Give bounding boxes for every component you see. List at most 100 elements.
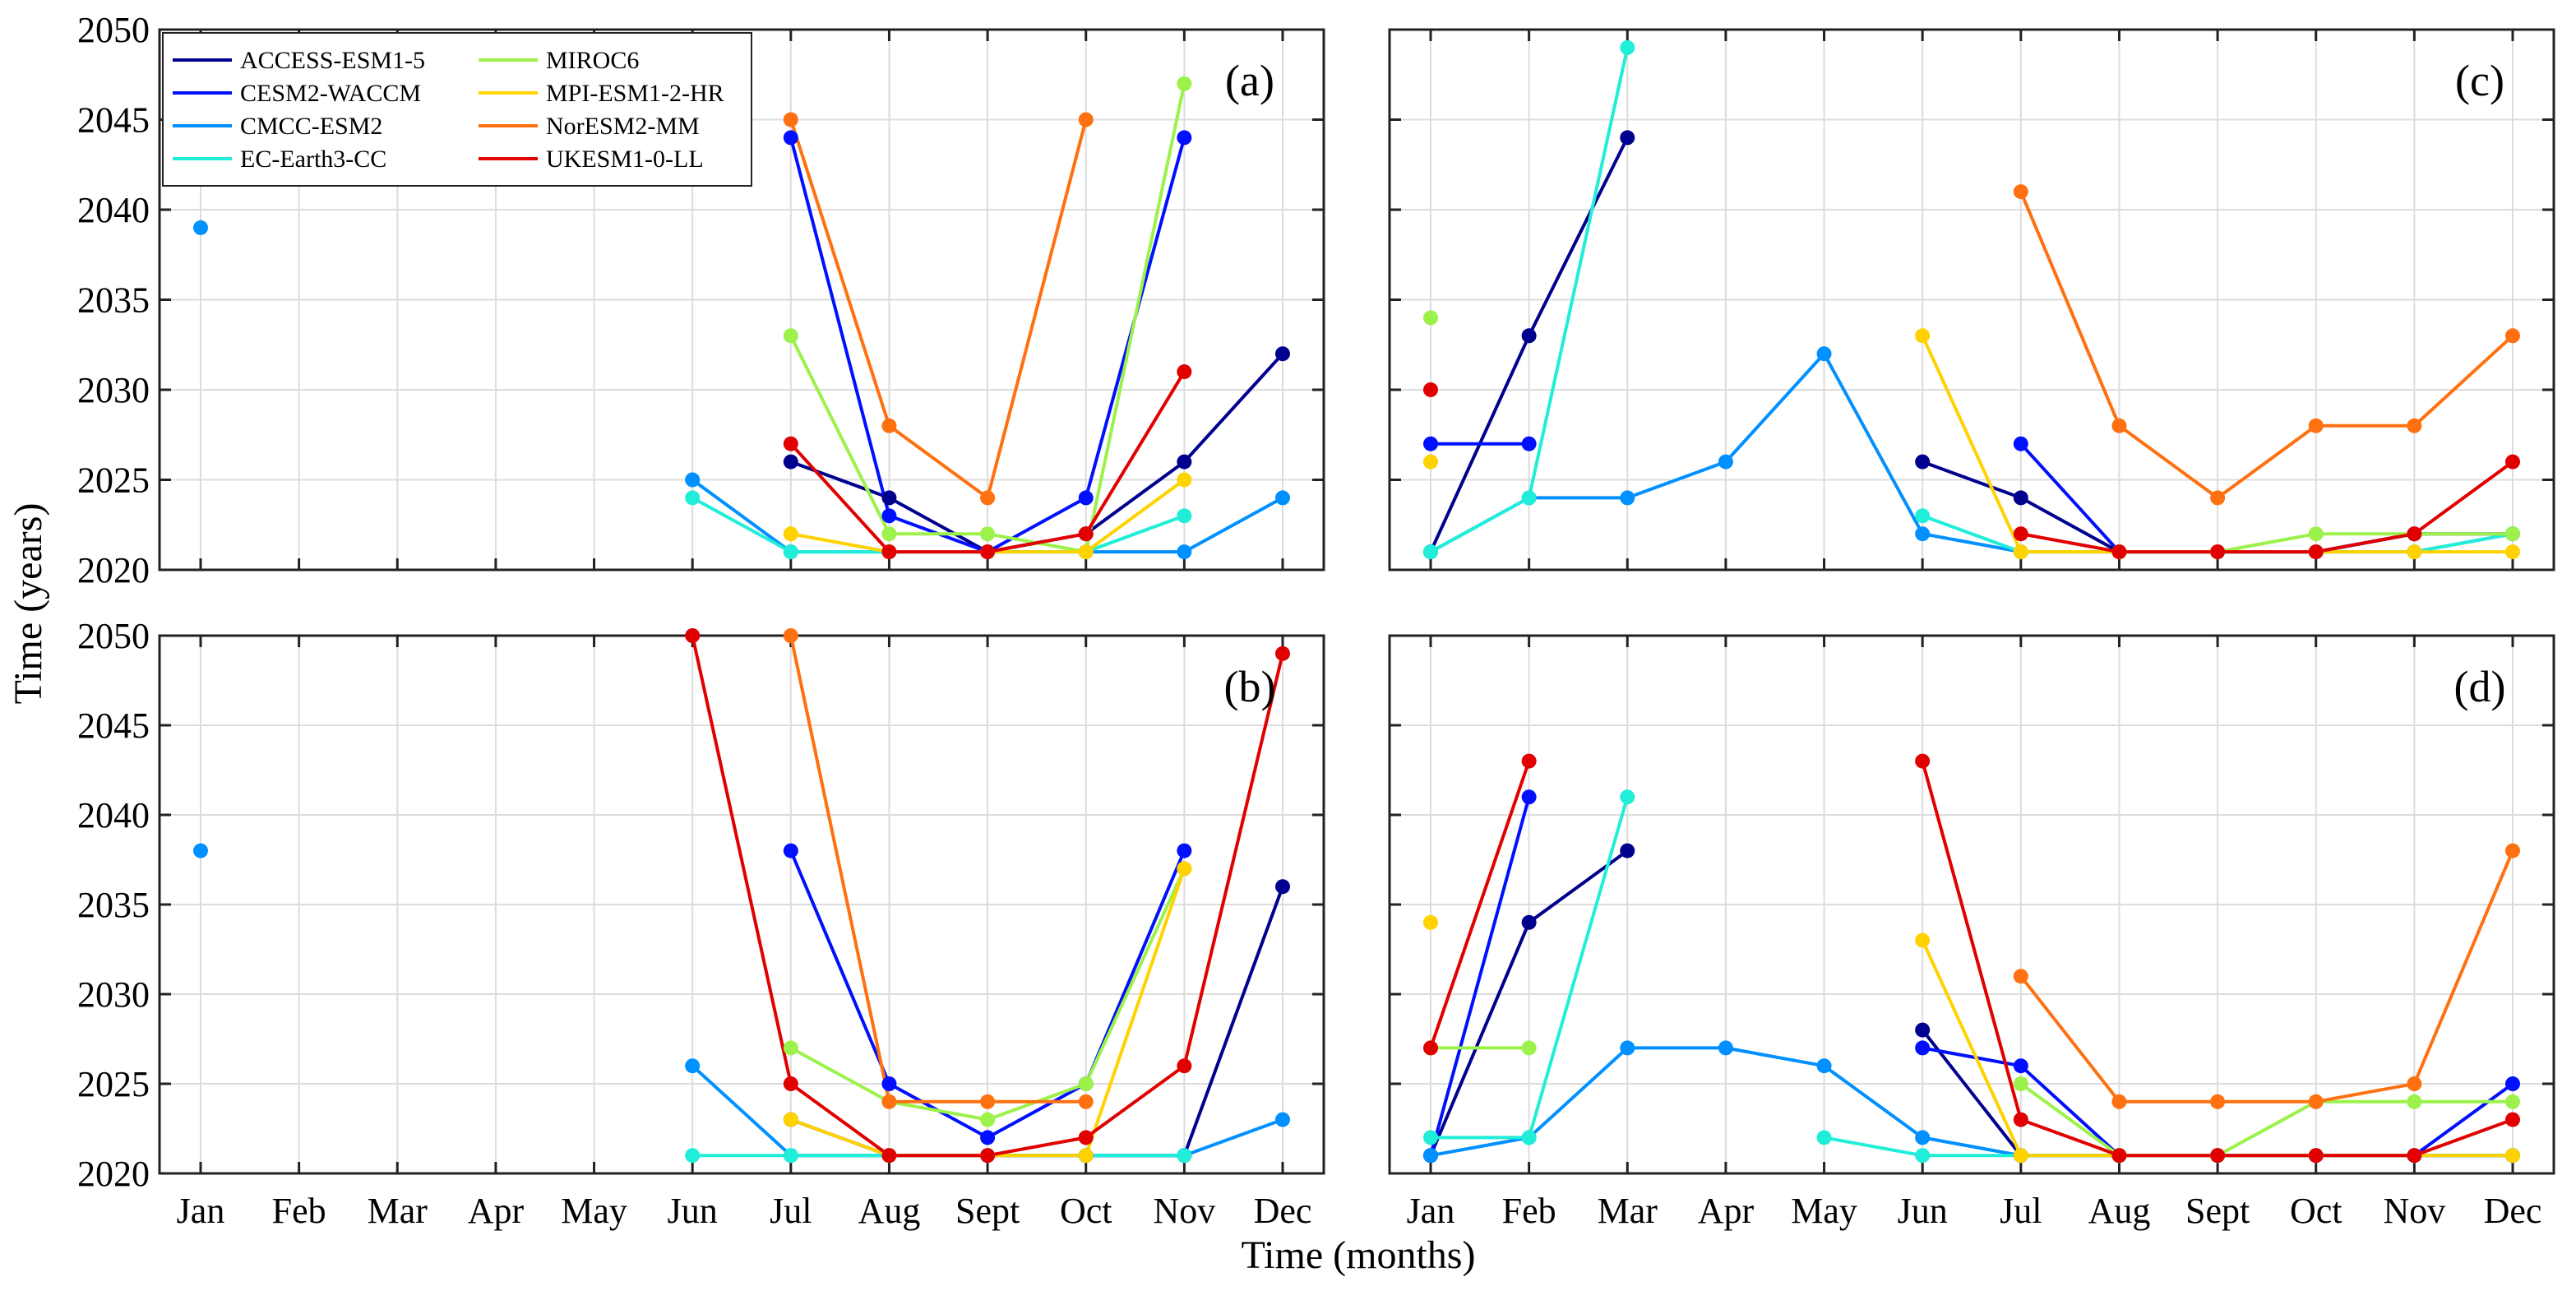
series-ec-earth3-cc-point [1423,1130,1438,1145]
series-cesm2-waccm-point [2013,436,2028,451]
series-miroc6-point [1078,1076,1094,1091]
panel-b: 2020 2025 2030 2035 2040 2045 2050 Jan Feb Mar Apr… [77,616,1325,1231]
series-ec-earth3-cc-point [685,490,701,506]
x-tick-label: Dec [1254,1191,1312,1231]
legend-label: MIROC6 [546,47,639,74]
x-tick-label: Oct [1060,1191,1112,1231]
series-ukesm1-0-ll-point [1177,1058,1192,1074]
series-noresm2-mm-point [1078,1094,1094,1109]
series-noresm2-mm-point [881,418,897,433]
series-noresm2-mm-line [2019,849,2514,1104]
series-miroc6-point [980,1112,996,1127]
series-mpi-esm1-2-hr-point [1078,1148,1094,1164]
series-cesm2-waccm-point [783,843,798,858]
panel-c: (c) [1388,28,2555,571]
x-tick-label: Apr [468,1191,525,1231]
legend-label: NorESM2-MM [546,113,700,140]
x-tick-label: Feb [272,1191,326,1231]
series-ec-earth3-cc-point [1521,490,1537,506]
series-noresm2-mm-point [2505,328,2520,344]
y-axis-title: Time (years) [7,503,50,705]
series-ec-earth3-cc-point [1915,1148,1931,1164]
series-ukesm1-0-ll-point [980,1148,996,1164]
series-access-esm1-5-point [1620,130,1635,146]
x-tick-label: Nov [1153,1191,1215,1231]
series-ec-earth3-cc-point [1620,39,1635,55]
series-noresm2-mm-point [1078,112,1094,127]
series-ec-earth3-cc-point [783,544,798,560]
series-noresm2-mm-point [2407,418,2422,433]
x-tick-label: Jul [770,1191,812,1231]
series-ukesm1-0-ll-point [2407,526,2422,542]
series-ukesm1-0-ll-point [2210,544,2226,560]
legend-label: MPI-ESM1-2-HR [546,80,724,107]
series-ec-earth3-cc-point [1177,508,1192,524]
series-noresm2-mm-point [783,112,798,127]
x-tick-label: Apr [1698,1191,1755,1231]
series-noresm2-mm-point [980,1094,996,1109]
series-miroc6-point [1423,310,1438,326]
series-cesm2-waccm-point [1915,1040,1931,1056]
series-cmcc-esm2-point [685,1058,701,1074]
series-miroc6-point [2013,1076,2028,1091]
series-cesm2-waccm-point [2505,1076,2520,1091]
series-cmcc-esm2-point [1177,544,1192,560]
series-noresm2-mm-point [2111,1094,2127,1109]
series-cesm2-waccm-point [1521,436,1537,451]
y-tick-label: 2020 [77,1154,150,1194]
series-ukesm1-0-ll-point [1275,646,1290,661]
series-noresm2-mm-point [2210,1094,2226,1109]
series-miroc6-line [2019,1082,2513,1158]
y-tick-label: 2035 [77,280,150,321]
legend-box [162,32,752,187]
series-ec-earth3-cc-point [1423,544,1438,560]
series-ukesm1-0-ll-line [1429,760,1531,1049]
series-ukesm1-0-ll-point [2111,544,2127,560]
series-noresm2-mm-line [789,118,1088,500]
series-cmcc-esm2-point [685,472,701,488]
y-tick-label: 2035 [77,885,150,925]
y-tick-label: 2050 [77,10,150,50]
legend-label: CMCC-ESM2 [240,113,382,140]
y-tick-label: 2025 [77,460,150,501]
series-noresm2-mm-point [2407,1076,2422,1091]
x-axis-title: Time (months) [1242,1233,1476,1277]
series-noresm2-mm-point [980,490,996,506]
series-mpi-esm1-2-hr-point [2013,1148,2028,1164]
series-ukesm1-0-ll-point [1078,526,1094,542]
x-tick-label: Sept [955,1191,1020,1231]
series-ukesm1-0-ll-point [1915,753,1931,769]
series-miroc6-point [2308,526,2324,542]
series-miroc6-point [2407,1094,2422,1109]
legend-label: ACCESS-ESM1-5 [240,47,425,74]
panel-label: (c) [2455,56,2504,105]
series-access-esm1-5-point [1275,346,1290,362]
x-tick-label: Feb [1502,1191,1556,1231]
y-tick-label: 2045 [77,706,150,746]
y-tick-label: 2030 [77,974,150,1015]
series-miroc6-point [980,526,996,542]
series-ec-earth3-cc-point [685,1148,701,1164]
x-tick-label: Mar [368,1191,428,1231]
series-ukesm1-0-ll-point [2308,544,2324,560]
x-tick-label: Jan [177,1191,225,1231]
series-noresm2-mm-point [2505,843,2520,858]
series-ukesm1-0-ll-point [783,436,798,451]
y-tick-label: 2020 [77,550,150,590]
series-miroc6-point [783,328,798,344]
series-access-esm1-5-point [1915,1022,1931,1038]
series-cmcc-esm2-point [1816,1058,1832,1074]
series-ukesm1-0-ll-point [685,628,701,643]
series-ukesm1-0-ll-point [2111,1148,2127,1164]
series-noresm2-mm-line [2019,191,2514,500]
x-tick-label: Jan [1407,1191,1455,1231]
x-tick-label: Nov [2383,1191,2445,1231]
series-noresm2-mm-point [2013,184,2028,200]
series-cesm2-waccm-point [2013,1058,2028,1074]
series-ukesm1-0-ll-point [881,544,897,560]
panel-label: (a) [1225,56,1274,105]
series-mpi-esm1-2-hr-point [2013,544,2028,560]
series-mpi-esm1-2-hr-point [1177,472,1192,488]
series-cesm2-waccm-point [783,130,798,146]
x-tick-label: May [1791,1191,1857,1231]
